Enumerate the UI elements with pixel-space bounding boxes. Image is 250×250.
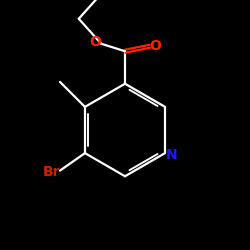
Text: O: O xyxy=(89,36,101,50)
Text: O: O xyxy=(150,39,162,53)
Text: N: N xyxy=(166,148,178,162)
Text: Br: Br xyxy=(43,165,61,179)
